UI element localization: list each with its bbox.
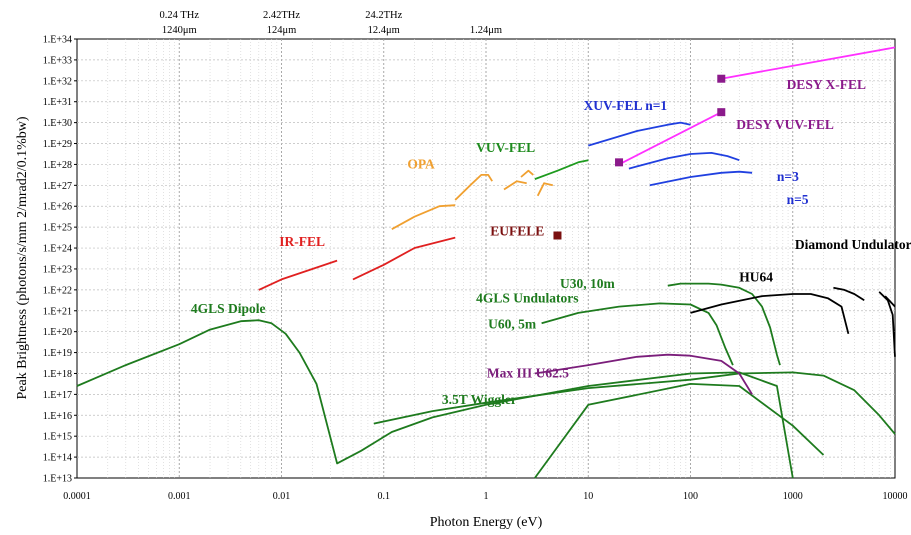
annotation-label: 3.5T Wiggler: [442, 392, 517, 407]
x-axis-title: Photon Energy (eV): [430, 515, 543, 530]
annotation-label: OPA: [407, 157, 435, 172]
series-line: [618, 111, 722, 166]
y-tick-label: 1.E+29: [43, 139, 72, 150]
series-line: [391, 204, 456, 230]
series-line: [520, 169, 534, 178]
annotation-label: n=5: [787, 192, 809, 207]
series-line: [833, 286, 865, 302]
annotation-label: n=3: [777, 169, 799, 184]
x-tick-label: 0.001: [168, 491, 191, 502]
top-axis-frequency: 0.24 THz: [160, 10, 200, 21]
series-lines: [76, 46, 896, 479]
x-tick-label: 10: [583, 491, 593, 502]
series-line: [258, 259, 338, 291]
y-tick-label: 1.E+22: [43, 285, 72, 296]
y-tick-label: 1.E+24: [43, 244, 72, 255]
y-tick-label: 1.E+17: [43, 390, 72, 401]
y-tick-label: 1.E+15: [43, 432, 72, 443]
y-tick-label: 1.E+20: [43, 327, 72, 338]
x-tick-label: 100: [683, 491, 698, 502]
y-tick-label: 1.E+27: [43, 181, 72, 192]
annotation-label: XUV-FEL n=1: [584, 98, 668, 113]
series-line: [536, 182, 554, 197]
point-markers: [553, 74, 726, 240]
top-axis-wavelength: 12.4μm: [368, 25, 400, 36]
top-axis-wavelength: 1.24μm: [470, 25, 502, 36]
annotation-label: U60, 5m: [488, 317, 537, 332]
series-line: [352, 236, 456, 281]
y-tick-label: 1.E+26: [43, 202, 72, 213]
x-tick-labels: 0.0001 0.001 0.01 0.1 1 10 100 1000 10000: [63, 491, 907, 502]
series-line: [541, 302, 734, 366]
x-tick-label: 0.01: [273, 491, 291, 502]
x-tick-label: 1000: [783, 491, 803, 502]
annotation-label: HU64: [739, 269, 773, 284]
annotation-label: IR-FEL: [279, 234, 325, 249]
y-tick-label: 1.E+14: [43, 453, 72, 464]
y-tick-label: 1.E+34: [43, 35, 72, 46]
series-line: [721, 46, 896, 80]
series-line: [454, 173, 493, 201]
series-line: [503, 180, 527, 191]
series-line: [76, 319, 794, 479]
x-tick-label: 1: [484, 491, 489, 502]
annotation-label: Diamond Undulators: [795, 237, 911, 252]
series-line: [690, 293, 850, 335]
y-axis-title: Peak Brightness (photons/s/mm 2/mrad2/0.…: [15, 116, 30, 399]
y-tick-label: 1.E+25: [43, 223, 72, 234]
series-line: [588, 121, 691, 147]
x-tick-label: 0.0001: [63, 491, 91, 502]
series-line: [628, 151, 740, 170]
annotation-label: U30, 10m: [560, 276, 615, 291]
top-axis-labels: 0.24 THz 1240μm 2.42THz 124μm 24.2THz 12.4μm 1…: [160, 10, 503, 36]
marker-square: [717, 108, 726, 117]
y-tick-labels: 1.E+13 1.E+14 1.E+15 1.E+16 1.E+17 1.E+18 1.E+…: [43, 35, 77, 485]
top-axis-wavelength: 1240μm: [162, 25, 197, 36]
series-line: [649, 170, 753, 187]
annotation-label: DESY X-FEL: [787, 77, 866, 92]
y-tick-label: 1.E+30: [43, 118, 72, 129]
y-tick-label: 1.E+21: [43, 306, 72, 317]
y-tick-label: 1.E+19: [43, 348, 72, 359]
annotation-label: EUFELE: [490, 224, 544, 239]
y-tick-label: 1.E+18: [43, 369, 72, 380]
series-line: [534, 353, 753, 395]
series-line: [534, 159, 589, 180]
x-tick-label: 10000: [883, 491, 908, 502]
annotation-label: Max III U62.5: [487, 366, 569, 381]
marker-square: [615, 158, 624, 167]
top-axis-frequency: 2.42THz: [263, 10, 300, 21]
y-tick-label: 1.E+23: [43, 264, 72, 275]
annotation-label: DESY VUV-FEL: [736, 117, 834, 132]
annotation-label: VUV-FEL: [476, 140, 535, 155]
annotation-label: 4GLS Undulators: [476, 290, 578, 305]
series-line: [884, 295, 896, 308]
y-tick-label: 1.E+32: [43, 76, 72, 87]
grid: [77, 39, 895, 478]
x-tick-label: 0.1: [378, 491, 391, 502]
top-axis-frequency: 24.2THz: [365, 10, 402, 21]
y-tick-label: 1.E+31: [43, 97, 72, 108]
marker-square: [717, 74, 726, 83]
y-tick-label: 1.E+16: [43, 411, 72, 422]
y-tick-label: 1.E+13: [43, 474, 72, 485]
y-tick-label: 1.E+28: [43, 160, 72, 171]
annotations: XUV-FEL n=1 DESY X-FEL DESY VUV-FEL VUV-FEL…: [191, 77, 911, 407]
top-axis-wavelength: 124μm: [267, 25, 297, 36]
series-line: [878, 291, 896, 357]
y-tick-label: 1.E+33: [43, 55, 72, 66]
series-line: [667, 282, 781, 366]
marker-square: [553, 231, 562, 240]
series-line: [534, 382, 825, 479]
annotation-label: 4GLS Dipole: [191, 301, 266, 316]
